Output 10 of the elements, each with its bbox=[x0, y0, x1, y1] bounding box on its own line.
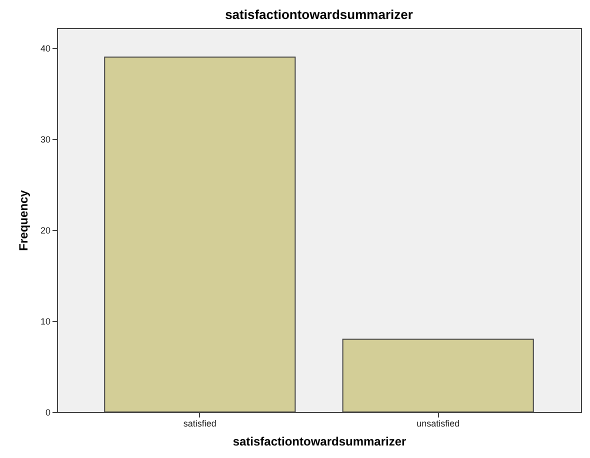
x-axis-title: satisfactiontowardsummarizer bbox=[232, 434, 407, 448]
y-tick-label: 40 bbox=[40, 44, 50, 54]
x-tick-label: unsatisfied bbox=[416, 418, 460, 428]
y-axis-title: Frequency bbox=[16, 190, 30, 251]
x-tick-label: satisfied bbox=[183, 418, 216, 428]
y-tick-label: 10 bbox=[40, 316, 50, 327]
y-tick-label: 20 bbox=[40, 226, 50, 236]
y-tick-label: 30 bbox=[40, 134, 50, 145]
chart-title: satisfactiontowardsummarizer bbox=[225, 7, 413, 22]
y-tick-label: 0 bbox=[45, 408, 50, 418]
